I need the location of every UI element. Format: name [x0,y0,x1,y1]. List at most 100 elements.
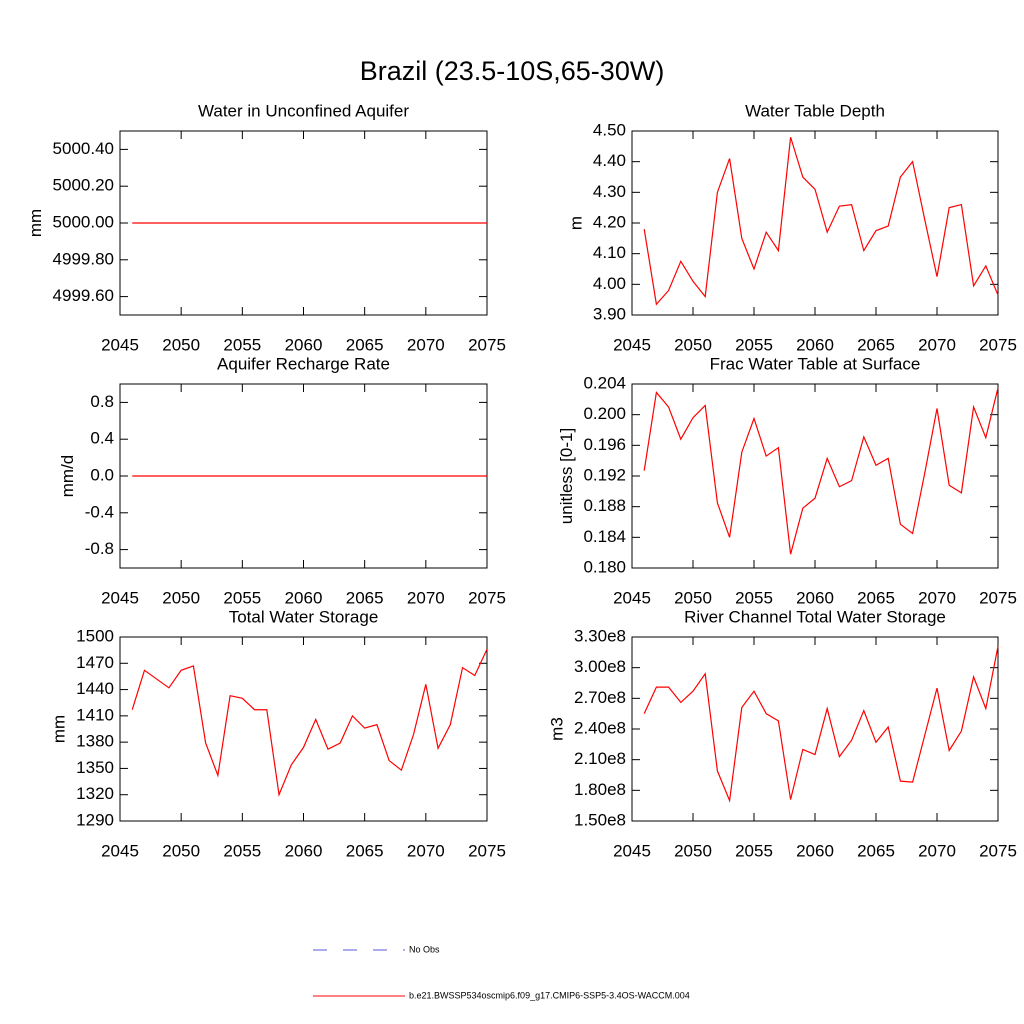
panel-title: Aquifer Recharge Rate [217,354,390,373]
x-tick-label: 2055 [223,841,261,860]
x-tick-label: 2045 [101,841,139,860]
x-tick-label: 2060 [285,588,323,607]
y-axis-label: mm [26,209,45,237]
figure-title: Brazil (23.5-10S,65-30W) [360,56,665,86]
x-tick-label: 2050 [674,841,712,860]
x-tick-label: 2045 [613,335,651,354]
data-line [643,387,999,555]
y-tick-label: 3.30e8 [574,626,626,645]
y-tick-label: 3.00e8 [574,657,626,676]
x-tick-label: 2045 [101,335,139,354]
y-tick-label: 1380 [76,732,114,751]
x-tick-label: 2050 [162,335,200,354]
y-tick-label: 4.00 [593,274,626,293]
y-tick-label: 5000.20 [53,176,114,195]
x-tick-label: 2065 [857,335,895,354]
y-tick-label: 0.192 [583,465,626,484]
y-tick-label: 4999.80 [53,249,114,268]
panel-title: Water in Unconfined Aquifer [198,101,409,120]
y-tick-label: 0.4 [90,429,114,448]
panel-title: Total Water Storage [229,607,379,626]
panel-title: River Channel Total Water Storage [684,607,946,626]
y-axis-label: mm [50,715,69,743]
y-tick-label: 0.188 [583,496,626,515]
x-tick-label: 2065 [857,841,895,860]
x-tick-label: 2045 [613,841,651,860]
x-tick-label: 2050 [162,841,200,860]
y-tick-label: 0.8 [90,392,114,411]
x-tick-label: 2060 [285,841,323,860]
x-tick-label: 2070 [407,588,445,607]
plot-frame [631,636,999,822]
data-line [643,136,999,306]
x-tick-label: 2065 [857,588,895,607]
x-tick-label: 2060 [796,335,834,354]
data-line [643,646,999,803]
x-tick-label: 2075 [979,588,1017,607]
y-tick-label: 0.200 [583,404,626,423]
y-tick-label: 1440 [76,679,114,698]
x-tick-label: 2065 [346,841,384,860]
plot-frame [119,636,488,822]
y-axis-label: mm/d [58,455,77,498]
x-tick-label: 2045 [101,588,139,607]
x-tick-label: 2055 [735,335,773,354]
x-tick-label: 2045 [613,588,651,607]
x-tick-label: 2050 [674,588,712,607]
y-tick-label: 2.70e8 [574,688,626,707]
y-tick-label: 5000.40 [53,139,114,158]
y-tick-label: 2.10e8 [574,749,626,768]
x-tick-label: 2060 [796,588,834,607]
y-tick-label: 0.0 [90,465,114,484]
x-tick-label: 2075 [468,588,506,607]
y-tick-label: 3.90 [593,304,626,323]
x-tick-label: 2075 [979,335,1017,354]
x-tick-label: 2065 [346,335,384,354]
y-tick-label: 4.50 [593,120,626,139]
y-tick-label: 1410 [76,705,114,724]
y-tick-label: 1500 [76,626,114,645]
x-tick-label: 2070 [918,335,956,354]
y-tick-label: 0.184 [583,527,626,546]
panel-title: Water Table Depth [745,101,885,120]
panel-title: Frac Water Table at Surface [710,354,921,373]
y-tick-label: -0.4 [85,502,114,521]
y-tick-label: 2.40e8 [574,718,626,737]
y-tick-label: 1350 [76,758,114,777]
y-axis-label: unitless [0-1] [557,428,576,524]
x-tick-label: 2070 [918,588,956,607]
x-tick-label: 2060 [796,841,834,860]
x-tick-label: 2055 [223,335,261,354]
legend-label: No Obs [409,944,440,954]
plot-frame [631,383,999,569]
y-tick-label: 4.40 [593,151,626,170]
x-tick-label: 2050 [162,588,200,607]
y-tick-label: 1.50e8 [574,810,626,829]
y-tick-label: 5000.00 [53,212,114,231]
x-tick-label: 2075 [979,841,1017,860]
data-line [131,649,488,797]
x-tick-label: 2060 [285,335,323,354]
plot-frame [631,130,999,316]
y-tick-label: 0.180 [583,557,626,576]
x-tick-label: 2065 [346,588,384,607]
x-tick-label: 2070 [407,841,445,860]
y-tick-label: 0.204 [583,373,626,392]
y-tick-label: 1470 [76,653,114,672]
y-tick-label: 4.20 [593,212,626,231]
x-tick-label: 2070 [407,335,445,354]
legend-label: b.e21.BWSSP534oscmip6.f09_g17.CMIP6-SSP5… [409,990,690,1000]
y-tick-label: 1.80e8 [574,780,626,799]
y-tick-label: 4999.60 [53,286,114,305]
y-tick-label: -0.8 [85,539,114,558]
y-tick-label: 4.10 [593,243,626,262]
x-tick-label: 2055 [223,588,261,607]
y-axis-label: m3 [547,717,566,741]
x-tick-label: 2055 [735,588,773,607]
x-tick-label: 2070 [918,841,956,860]
y-tick-label: 0.196 [583,435,626,454]
x-tick-label: 2050 [674,335,712,354]
y-axis-label: m [566,216,585,230]
y-tick-label: 1290 [76,810,114,829]
